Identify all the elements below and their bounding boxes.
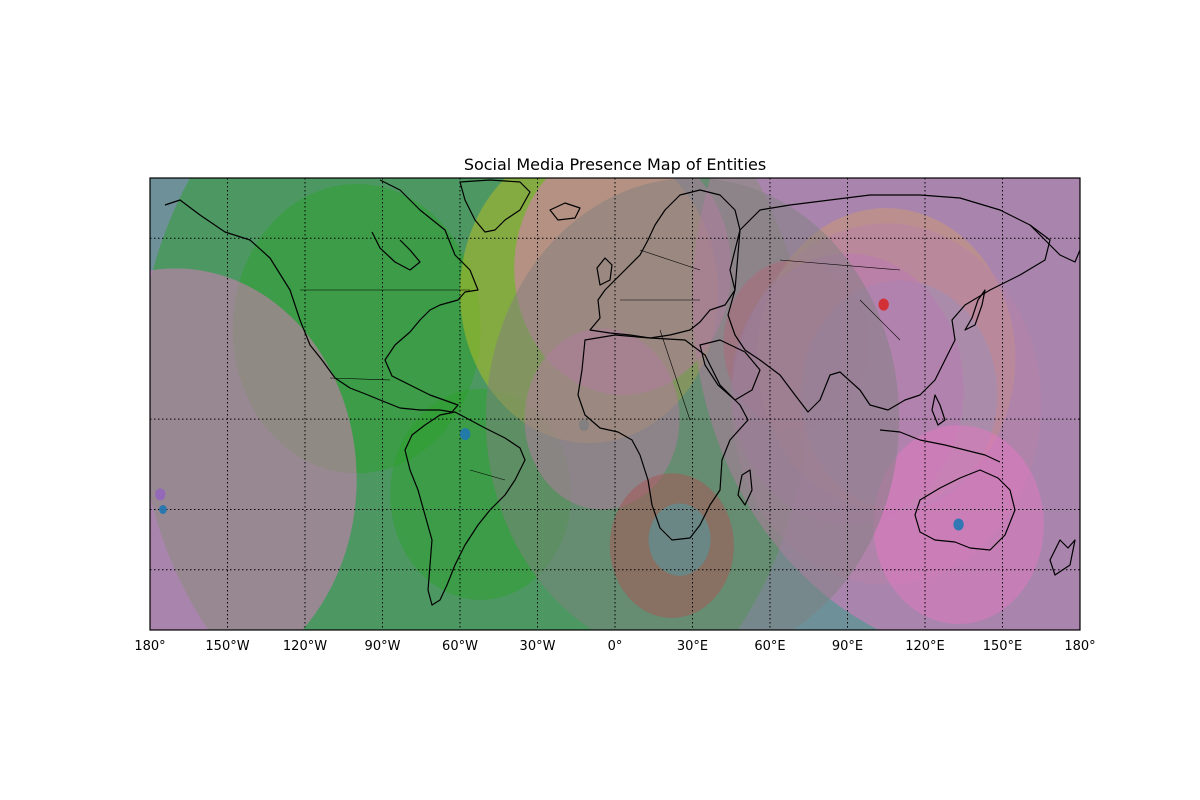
map-plot-area [150,178,1080,630]
coastline-indonesia [879,429,1001,463]
map-title: Social Media Presence Map of Entities [464,155,766,174]
longitude-tick-label: 180° [1064,639,1095,654]
coastline-africa [577,334,749,541]
longitude-tick-label: 180° [134,639,165,654]
map-frame [149,177,1081,631]
coastline-philippines [931,394,946,426]
longitude-tick-label: 30°W [520,639,556,654]
presence-circle-19 [159,504,167,514]
presence-circle-22 [578,419,590,432]
graticule [150,178,1080,630]
coastline-chukotka [1029,224,1080,263]
coastline-madagascar [737,469,753,506]
longitude-tick-label: 120°W [283,639,327,654]
coastline-iceland [549,202,581,221]
coastline-europe [589,189,741,339]
longitude-tick-label: 60°E [754,639,785,654]
longitude-tick-label: 120°E [905,639,945,654]
coastline-new-zealand [1049,539,1076,576]
coastline-south-america [404,411,526,606]
presence-circle-18 [155,488,166,501]
presence-circle-16 [485,178,900,630]
coastline-greenland [459,179,531,233]
longitude-tick-label: 60°W [442,639,478,654]
coastline-hudson-bay [371,231,421,271]
presence-circle-21 [953,518,964,531]
coastline-north-america [164,179,479,413]
longitude-tick-label: 30°E [677,639,708,654]
longitude-tick-label: 90°W [365,639,401,654]
presence-circles [150,178,1080,630]
longitude-tick-label: 150°W [205,639,249,654]
longitude-tick-labels: 180° 150°W 120°W 90°W 60°W 30°W 0° 30°E 60°E 90°E… [134,639,1095,654]
coastline-arabia [699,339,761,401]
longitude-tick-label: 150°E [983,639,1023,654]
entity-markers [155,298,964,531]
presence-circle-20 [878,298,889,311]
country-borders [300,249,901,481]
coastline-uk [596,257,613,286]
longitude-tick-label: 0° [608,639,623,654]
presence-circle-15 [150,268,357,630]
coastline-japan [964,289,986,331]
coastline-asia [727,194,1051,413]
presence-circle-17 [460,428,471,441]
longitude-tick-label: 90°E [832,639,863,654]
coastlines [164,179,1080,606]
